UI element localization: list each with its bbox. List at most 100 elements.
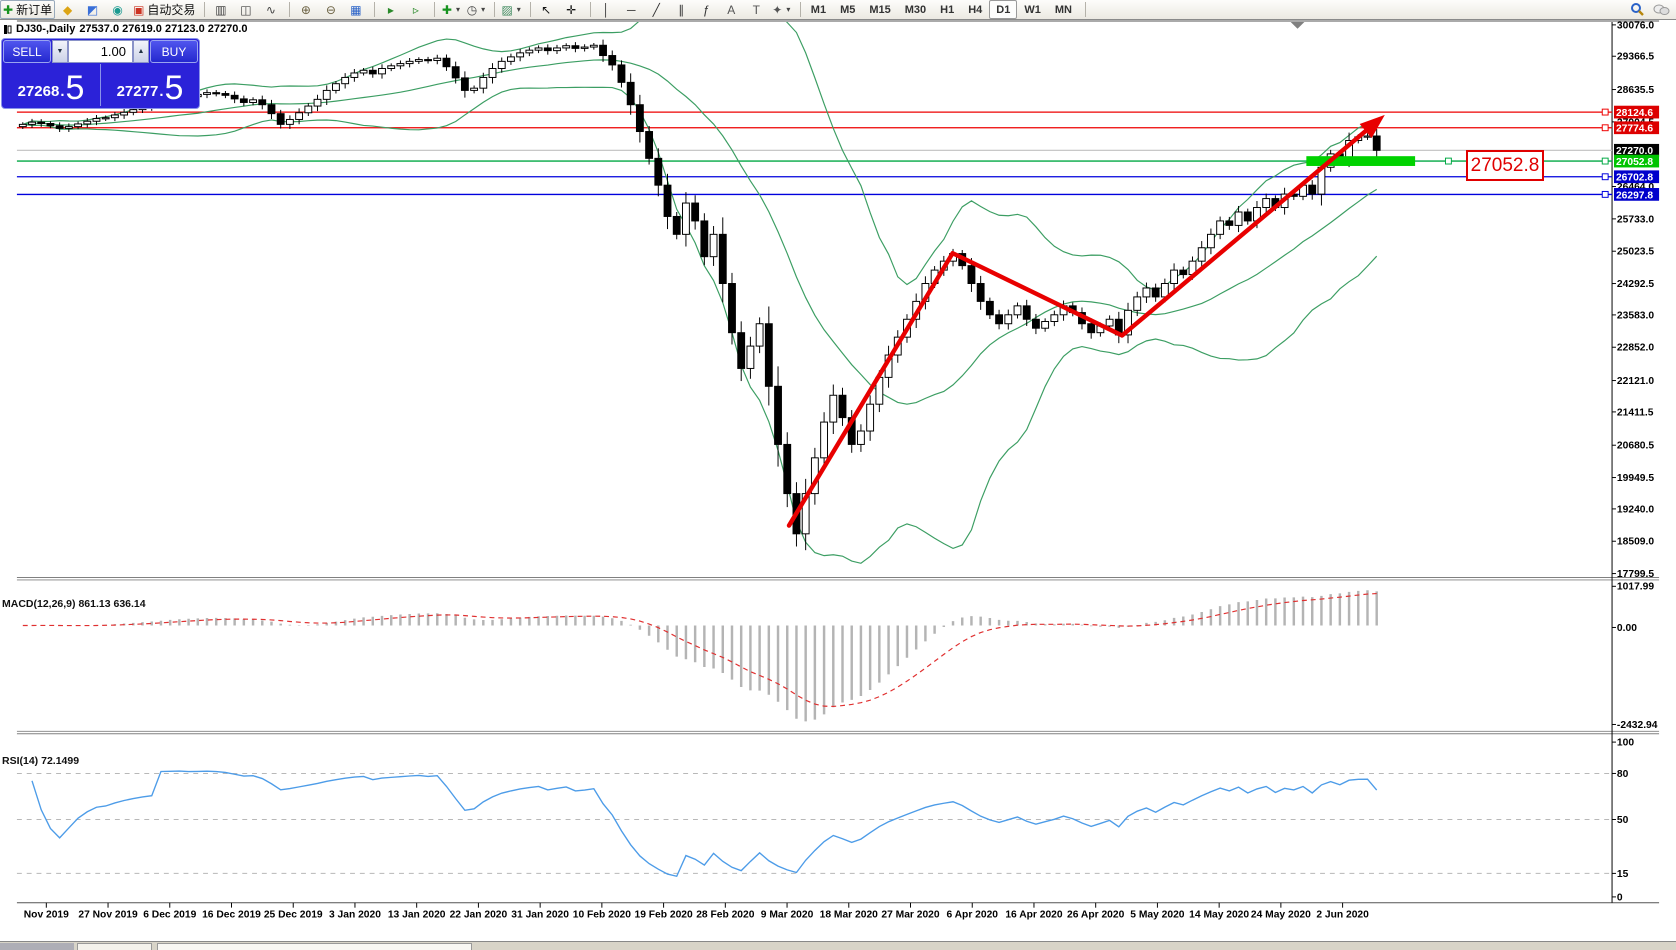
dropdown-caret-icon[interactable]: ▾	[455, 5, 460, 14]
indicators-icon[interactable]: ✚ ▾	[438, 0, 463, 19]
taskbar-start[interactable]	[0, 943, 74, 950]
candle-body	[626, 81, 635, 106]
timeframe-m15[interactable]: M15	[869, 3, 891, 16]
label-icon[interactable]: T	[744, 0, 769, 19]
line-anchor[interactable]	[1601, 190, 1609, 198]
candlestick-chart-icon[interactable]: ◫	[233, 0, 258, 19]
price-badge-label: 28124.6	[1616, 108, 1653, 119]
autotrade-button[interactable]: ▣ 自动交易	[130, 0, 198, 19]
candle-body	[368, 69, 377, 75]
candle-body	[1262, 198, 1271, 209]
candle-body	[239, 98, 248, 103]
candle-body	[1087, 323, 1096, 334]
trend-arrow[interactable]	[786, 117, 1382, 528]
taskbar-item[interactable]	[77, 943, 152, 950]
dropdown-caret-icon[interactable]: ▾	[516, 5, 521, 14]
price-tick-label: 22121.0	[1617, 376, 1654, 387]
price-badge-label: 27270.0	[1616, 146, 1653, 157]
candle-body	[497, 60, 506, 69]
quotes-icon[interactable]: ◆	[55, 0, 80, 19]
sell-price[interactable]: 27268. 5	[2, 64, 101, 106]
channel-icon[interactable]: ∥	[669, 0, 694, 19]
zoom-out-icon[interactable]: ⊖	[318, 0, 343, 19]
line-anchor[interactable]	[1601, 124, 1609, 132]
candle-body	[645, 131, 654, 159]
search-icon[interactable]	[1630, 2, 1645, 17]
contacts-icon[interactable]: ◩	[80, 0, 105, 19]
chart-shift-icon[interactable]: ▹	[403, 0, 428, 19]
line-anchor[interactable]	[1601, 108, 1609, 116]
timeframe-h4[interactable]: H4	[968, 3, 983, 16]
sell-button[interactable]: SELL	[3, 40, 51, 63]
buy-button[interactable]: BUY	[150, 40, 198, 63]
candle-body	[1022, 305, 1031, 320]
zoom-in-icon[interactable]: ⊕	[293, 0, 318, 19]
volume-decrease-button[interactable]: ▼	[52, 40, 68, 63]
timeframe-m30[interactable]: M30	[904, 3, 927, 16]
hline-icon[interactable]: ─	[619, 0, 644, 19]
chart-canvas[interactable]: 30076.029366.528635.527904.526464.025733…	[0, 19, 1676, 941]
tile-windows-icon: ▦	[350, 2, 362, 17]
template-icon[interactable]: ▨ ▾	[498, 0, 523, 19]
rsi-tick-label: 80	[1617, 769, 1629, 780]
periods-icon[interactable]: ◷ ▾	[463, 0, 488, 19]
tile-windows-icon[interactable]: ▦	[343, 0, 368, 19]
cursor-icon[interactable]: ↖	[534, 0, 559, 19]
chart-shift-marker[interactable]	[1290, 21, 1305, 29]
trendline-icon: ╱	[652, 2, 660, 17]
candle-body	[396, 63, 405, 67]
timeframe-w1[interactable]: W1	[1024, 3, 1041, 16]
volume-input[interactable]: 1.00	[68, 40, 133, 63]
buy-price[interactable]: 27277. 5	[116, 69, 184, 108]
bar-chart-icon[interactable]: ▥	[208, 0, 233, 19]
line-anchor[interactable]	[1601, 157, 1609, 165]
line-anchor[interactable]	[1444, 157, 1452, 165]
fibonacci-icon[interactable]: ƒ	[694, 0, 719, 19]
timeframe-m5[interactable]: M5	[840, 3, 856, 16]
candle-body	[507, 56, 515, 62]
macd-label: MACD(12,26,9) 861.13 636.14	[2, 598, 146, 610]
candle-body	[203, 92, 211, 95]
timeframe-mn[interactable]: MN	[1054, 3, 1072, 16]
candle-body	[1243, 211, 1252, 222]
line-anchor[interactable]	[1601, 173, 1609, 181]
candle-body	[580, 46, 589, 49]
candle-body	[405, 60, 414, 65]
date-tick-label: 25 Dec 2019	[264, 909, 323, 920]
timeframe-m1[interactable]: M1	[810, 3, 827, 16]
timeframe-h1[interactable]: H1	[940, 3, 955, 16]
candle-body	[617, 64, 626, 83]
timeframe-d1[interactable]: D1	[989, 0, 1018, 19]
price-badge-label: 26297.8	[1616, 190, 1653, 201]
candle-body	[1032, 318, 1040, 329]
candle-body	[516, 52, 525, 58]
date-tick-label: 31 Jan 2020	[511, 909, 569, 920]
candle-body	[691, 202, 700, 222]
support-zone-highlight[interactable]	[1306, 156, 1416, 166]
volume-increase-button[interactable]: ▲	[133, 40, 149, 63]
taskbar-item[interactable]	[157, 943, 472, 950]
shapes-icon[interactable]: ✦ ▾	[769, 0, 794, 19]
trendline-icon[interactable]: ╱	[644, 0, 669, 19]
one-click-trade-panel: SELL ▼ 1.00 ▲ BUY 27268. 5 27277. 5	[1, 38, 200, 109]
rsi-tick-label: 50	[1617, 815, 1629, 826]
vline-icon[interactable]: │	[594, 0, 619, 19]
price-annotation-label[interactable]: 27052.8	[1466, 150, 1544, 181]
new-order-button-label: 新订单	[16, 3, 53, 17]
bollinger-band	[22, 21, 1377, 291]
auto-scroll-icon[interactable]: ▸	[378, 0, 403, 19]
crosshair-icon[interactable]: ✛	[559, 0, 584, 19]
new-order-button: ✚	[3, 2, 14, 17]
candle-body	[608, 55, 617, 66]
date-tick-label: 22 Jan 2020	[450, 909, 508, 920]
text-icon[interactable]: A	[719, 0, 744, 19]
new-order-button[interactable]: ✚ 新订单	[0, 0, 56, 19]
candle-body	[1216, 220, 1225, 235]
candle-body	[820, 421, 829, 459]
chat-icon[interactable]	[1653, 3, 1670, 17]
line-chart-icon[interactable]: ∿	[258, 0, 283, 19]
signal-icon[interactable]: ◉	[105, 0, 130, 19]
dropdown-caret-icon[interactable]: ▾	[481, 5, 486, 14]
taskbar[interactable]	[0, 941, 1676, 950]
dropdown-caret-icon[interactable]: ▾	[786, 5, 791, 14]
